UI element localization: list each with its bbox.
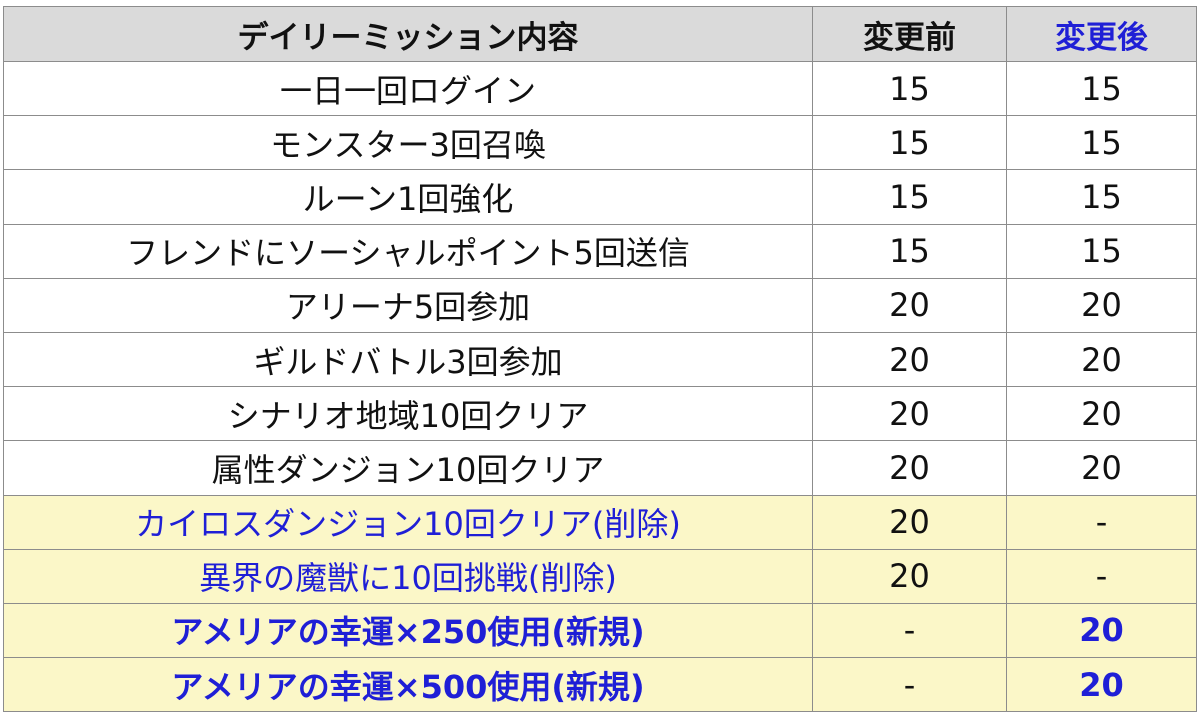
after-value: 20 — [1006, 657, 1197, 713]
after-value: - — [1006, 494, 1197, 550]
mission-cell: カイロスダンジョン10回クリア(削除) — [3, 494, 813, 550]
table-row: 属性ダンジョン10回クリア 20 20 — [3, 440, 1197, 496]
mission-cell: 属性ダンジョン10回クリア — [3, 440, 813, 496]
mission-cell: 一日一回ログイン — [3, 60, 813, 117]
mission-cell: アメリアの幸運×250使用(新規) — [3, 602, 813, 659]
before-value: 20 — [812, 440, 1007, 496]
table-row-added: アメリアの幸運×500使用(新規) - 20 — [3, 657, 1197, 713]
mission-cell: シナリオ地域10回クリア — [3, 386, 813, 442]
mission-cell: ギルドバトル3回参加 — [3, 331, 813, 388]
table-row: ギルドバトル3回参加 20 20 — [3, 331, 1197, 388]
after-value: 20 — [1006, 386, 1197, 442]
after-value: 20 — [1006, 440, 1197, 496]
before-value: 15 — [812, 223, 1007, 279]
table-row-removed: 異界の魔獣に10回挑戦(削除) 20 - — [3, 548, 1197, 604]
table-row-removed: カイロスダンジョン10回クリア(削除) 20 - — [3, 494, 1197, 550]
table-row: フレンドにソーシャルポイント5回送信 15 15 — [3, 223, 1197, 279]
after-value: - — [1006, 548, 1197, 604]
table-row: ルーン1回強化 15 15 — [3, 169, 1197, 225]
table-row: 一日一回ログイン 15 15 — [3, 60, 1197, 117]
before-value: 20 — [812, 277, 1007, 333]
after-value: 15 — [1006, 115, 1197, 171]
before-value: 20 — [812, 494, 1007, 550]
mission-cell: フレンドにソーシャルポイント5回送信 — [3, 223, 813, 279]
header-mission: デイリーミッション内容 — [3, 6, 813, 62]
after-value: 20 — [1006, 331, 1197, 388]
before-value: 20 — [812, 548, 1007, 604]
after-value: 15 — [1006, 60, 1197, 117]
mission-cell: ルーン1回強化 — [3, 169, 813, 225]
daily-mission-table: デイリーミッション内容 変更前 変更後 一日一回ログイン 15 15 モンスター… — [3, 6, 1197, 713]
table-header-row: デイリーミッション内容 変更前 変更後 — [3, 6, 1197, 62]
mission-cell: モンスター3回召喚 — [3, 115, 813, 171]
after-value: 15 — [1006, 223, 1197, 279]
before-value: 20 — [812, 331, 1007, 388]
table-row: アリーナ5回参加 20 20 — [3, 277, 1197, 333]
header-after: 変更後 — [1006, 6, 1197, 62]
before-value: 20 — [812, 386, 1007, 442]
before-value: 15 — [812, 169, 1007, 225]
before-value: 15 — [812, 115, 1007, 171]
table-row: シナリオ地域10回クリア 20 20 — [3, 386, 1197, 442]
after-value: 15 — [1006, 169, 1197, 225]
before-value: - — [812, 602, 1007, 659]
mission-cell: 異界の魔獣に10回挑戦(削除) — [3, 548, 813, 604]
after-value: 20 — [1006, 277, 1197, 333]
table-row: モンスター3回召喚 15 15 — [3, 115, 1197, 171]
mission-cell: アメリアの幸運×500使用(新規) — [3, 657, 813, 713]
header-before: 変更前 — [812, 6, 1007, 62]
before-value: 15 — [812, 60, 1007, 117]
mission-cell: アリーナ5回参加 — [3, 277, 813, 333]
table-row-added: アメリアの幸運×250使用(新規) - 20 — [3, 602, 1197, 659]
before-value: - — [812, 657, 1007, 713]
after-value: 20 — [1006, 602, 1197, 659]
